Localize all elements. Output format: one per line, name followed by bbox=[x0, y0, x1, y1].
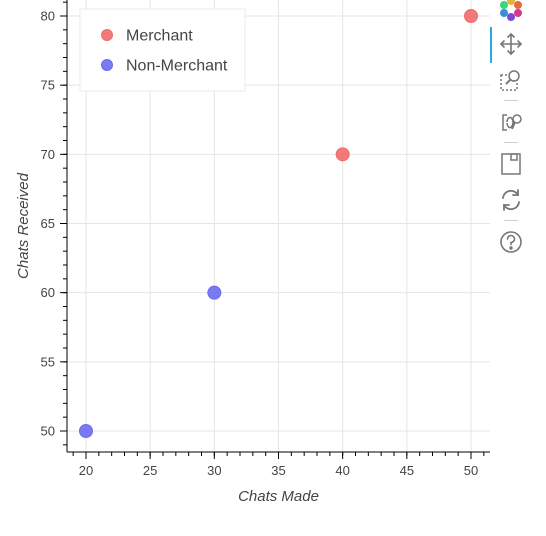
legend-label: Non-Merchant bbox=[126, 58, 228, 75]
y-tick-label: 70 bbox=[41, 147, 55, 162]
bokeh-logo-icon[interactable] bbox=[498, 0, 524, 22]
toolbar-divider bbox=[504, 100, 518, 101]
help-icon[interactable] bbox=[498, 229, 524, 255]
x-tick-label: 30 bbox=[207, 463, 221, 478]
legend-marker bbox=[101, 29, 113, 41]
x-tick-label: 50 bbox=[464, 463, 478, 478]
legend-marker bbox=[101, 59, 113, 71]
box-zoom-icon[interactable] bbox=[498, 67, 524, 93]
data-point bbox=[207, 285, 222, 300]
active-tool-indicator bbox=[490, 27, 492, 63]
y-tick-label: 60 bbox=[41, 285, 55, 300]
wheel-zoom-icon[interactable] bbox=[498, 109, 524, 135]
x-axis-title: Chats Made bbox=[238, 488, 319, 505]
legend-label: Merchant bbox=[126, 28, 193, 45]
y-tick-label: 50 bbox=[41, 424, 55, 439]
y-tick-label: 75 bbox=[41, 78, 55, 93]
reset-icon[interactable] bbox=[498, 187, 524, 213]
data-point bbox=[464, 9, 478, 23]
x-tick-label: 25 bbox=[143, 463, 157, 478]
y-tick-label: 80 bbox=[41, 9, 55, 24]
x-tick-label: 35 bbox=[271, 463, 285, 478]
legend: Merchant Non-Merchant bbox=[79, 8, 246, 92]
data-point bbox=[79, 424, 93, 438]
toolbar bbox=[490, 0, 546, 280]
y-axis-title: Chats Received bbox=[15, 172, 32, 279]
data-point bbox=[335, 147, 350, 162]
x-tick-label: 45 bbox=[400, 463, 414, 478]
toolbar-divider bbox=[504, 220, 518, 221]
x-tick-label: 20 bbox=[79, 463, 93, 478]
y-tick-label: 65 bbox=[41, 216, 55, 231]
y-tick-label: 55 bbox=[41, 354, 55, 369]
save-icon[interactable] bbox=[498, 151, 524, 177]
pan-icon[interactable] bbox=[498, 31, 524, 57]
toolbar-divider bbox=[504, 142, 518, 143]
data-points bbox=[79, 9, 478, 438]
grid bbox=[67, 0, 490, 452]
legend-box bbox=[79, 8, 246, 92]
x-tick-label: 40 bbox=[335, 463, 349, 478]
axes: 20 25 30 35 40 45 50 50 55 60 65 70 75 80 bbox=[41, 0, 490, 478]
